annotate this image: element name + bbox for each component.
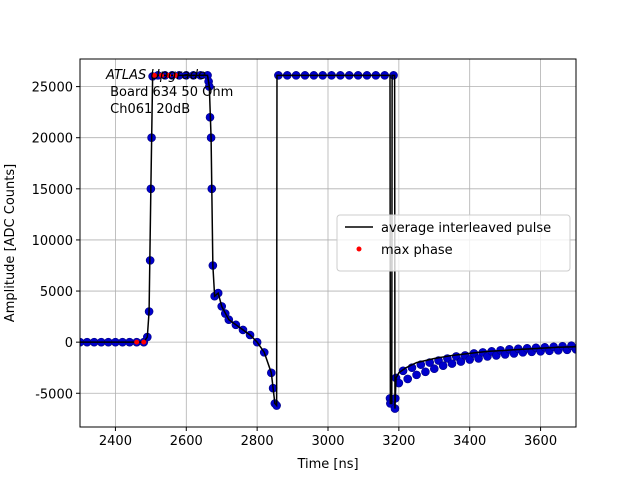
point <box>403 374 413 384</box>
x-tick-label: 3600 <box>524 434 557 449</box>
x-tick-label: 2800 <box>241 434 274 449</box>
x-axis-label: Time [ns] <box>296 457 358 472</box>
legend-swatch <box>356 246 362 252</box>
point <box>151 72 157 78</box>
x-tick-label: 2600 <box>170 434 203 449</box>
x-tick-label: 3200 <box>382 434 415 449</box>
x-tick-label: 2400 <box>99 434 132 449</box>
point <box>166 72 172 78</box>
x-tick-label: 3400 <box>453 434 486 449</box>
legend-label: average interleaved pulse <box>381 221 551 236</box>
y-tick-label: 5000 <box>40 285 73 300</box>
legend: average interleaved pulse max phase <box>336 214 571 272</box>
point <box>438 361 448 370</box>
point <box>421 367 430 377</box>
point <box>158 72 164 78</box>
annotation-line: Board 634 50 Ohm <box>106 85 233 100</box>
point <box>134 339 140 345</box>
x-tick-label: 3000 <box>311 434 344 449</box>
point <box>474 354 483 363</box>
line <box>80 74 576 409</box>
legend-box <box>336 214 571 272</box>
y-tick-label: 15000 <box>32 183 73 198</box>
y-tick-label: 25000 <box>32 81 73 96</box>
annotation: ATLAS Upgrade Board 634 50 Ohm Ch061 20d… <box>105 68 233 117</box>
point <box>447 359 457 368</box>
axes: 2400 2600 2800 3000 3200 3400 3600 -5000 0 5000 10… <box>32 81 557 449</box>
y-tick-label: -5000 <box>35 387 73 402</box>
point <box>429 364 439 374</box>
point <box>141 339 147 345</box>
point <box>412 370 421 380</box>
annotation-line: ATLAS Upgrade <box>105 68 206 83</box>
y-axis-label: Amplitude [ADC Counts] <box>3 164 18 322</box>
y-tick-label: 0 <box>65 336 73 351</box>
point <box>173 72 179 78</box>
point <box>456 357 466 366</box>
plot-area <box>80 71 576 413</box>
annotation-line: Ch061 20dB <box>106 102 190 117</box>
legend-label: max phase <box>381 243 453 258</box>
y-tick-label: 20000 <box>32 132 73 147</box>
y-tick-label: 10000 <box>32 234 73 249</box>
point <box>465 355 475 364</box>
